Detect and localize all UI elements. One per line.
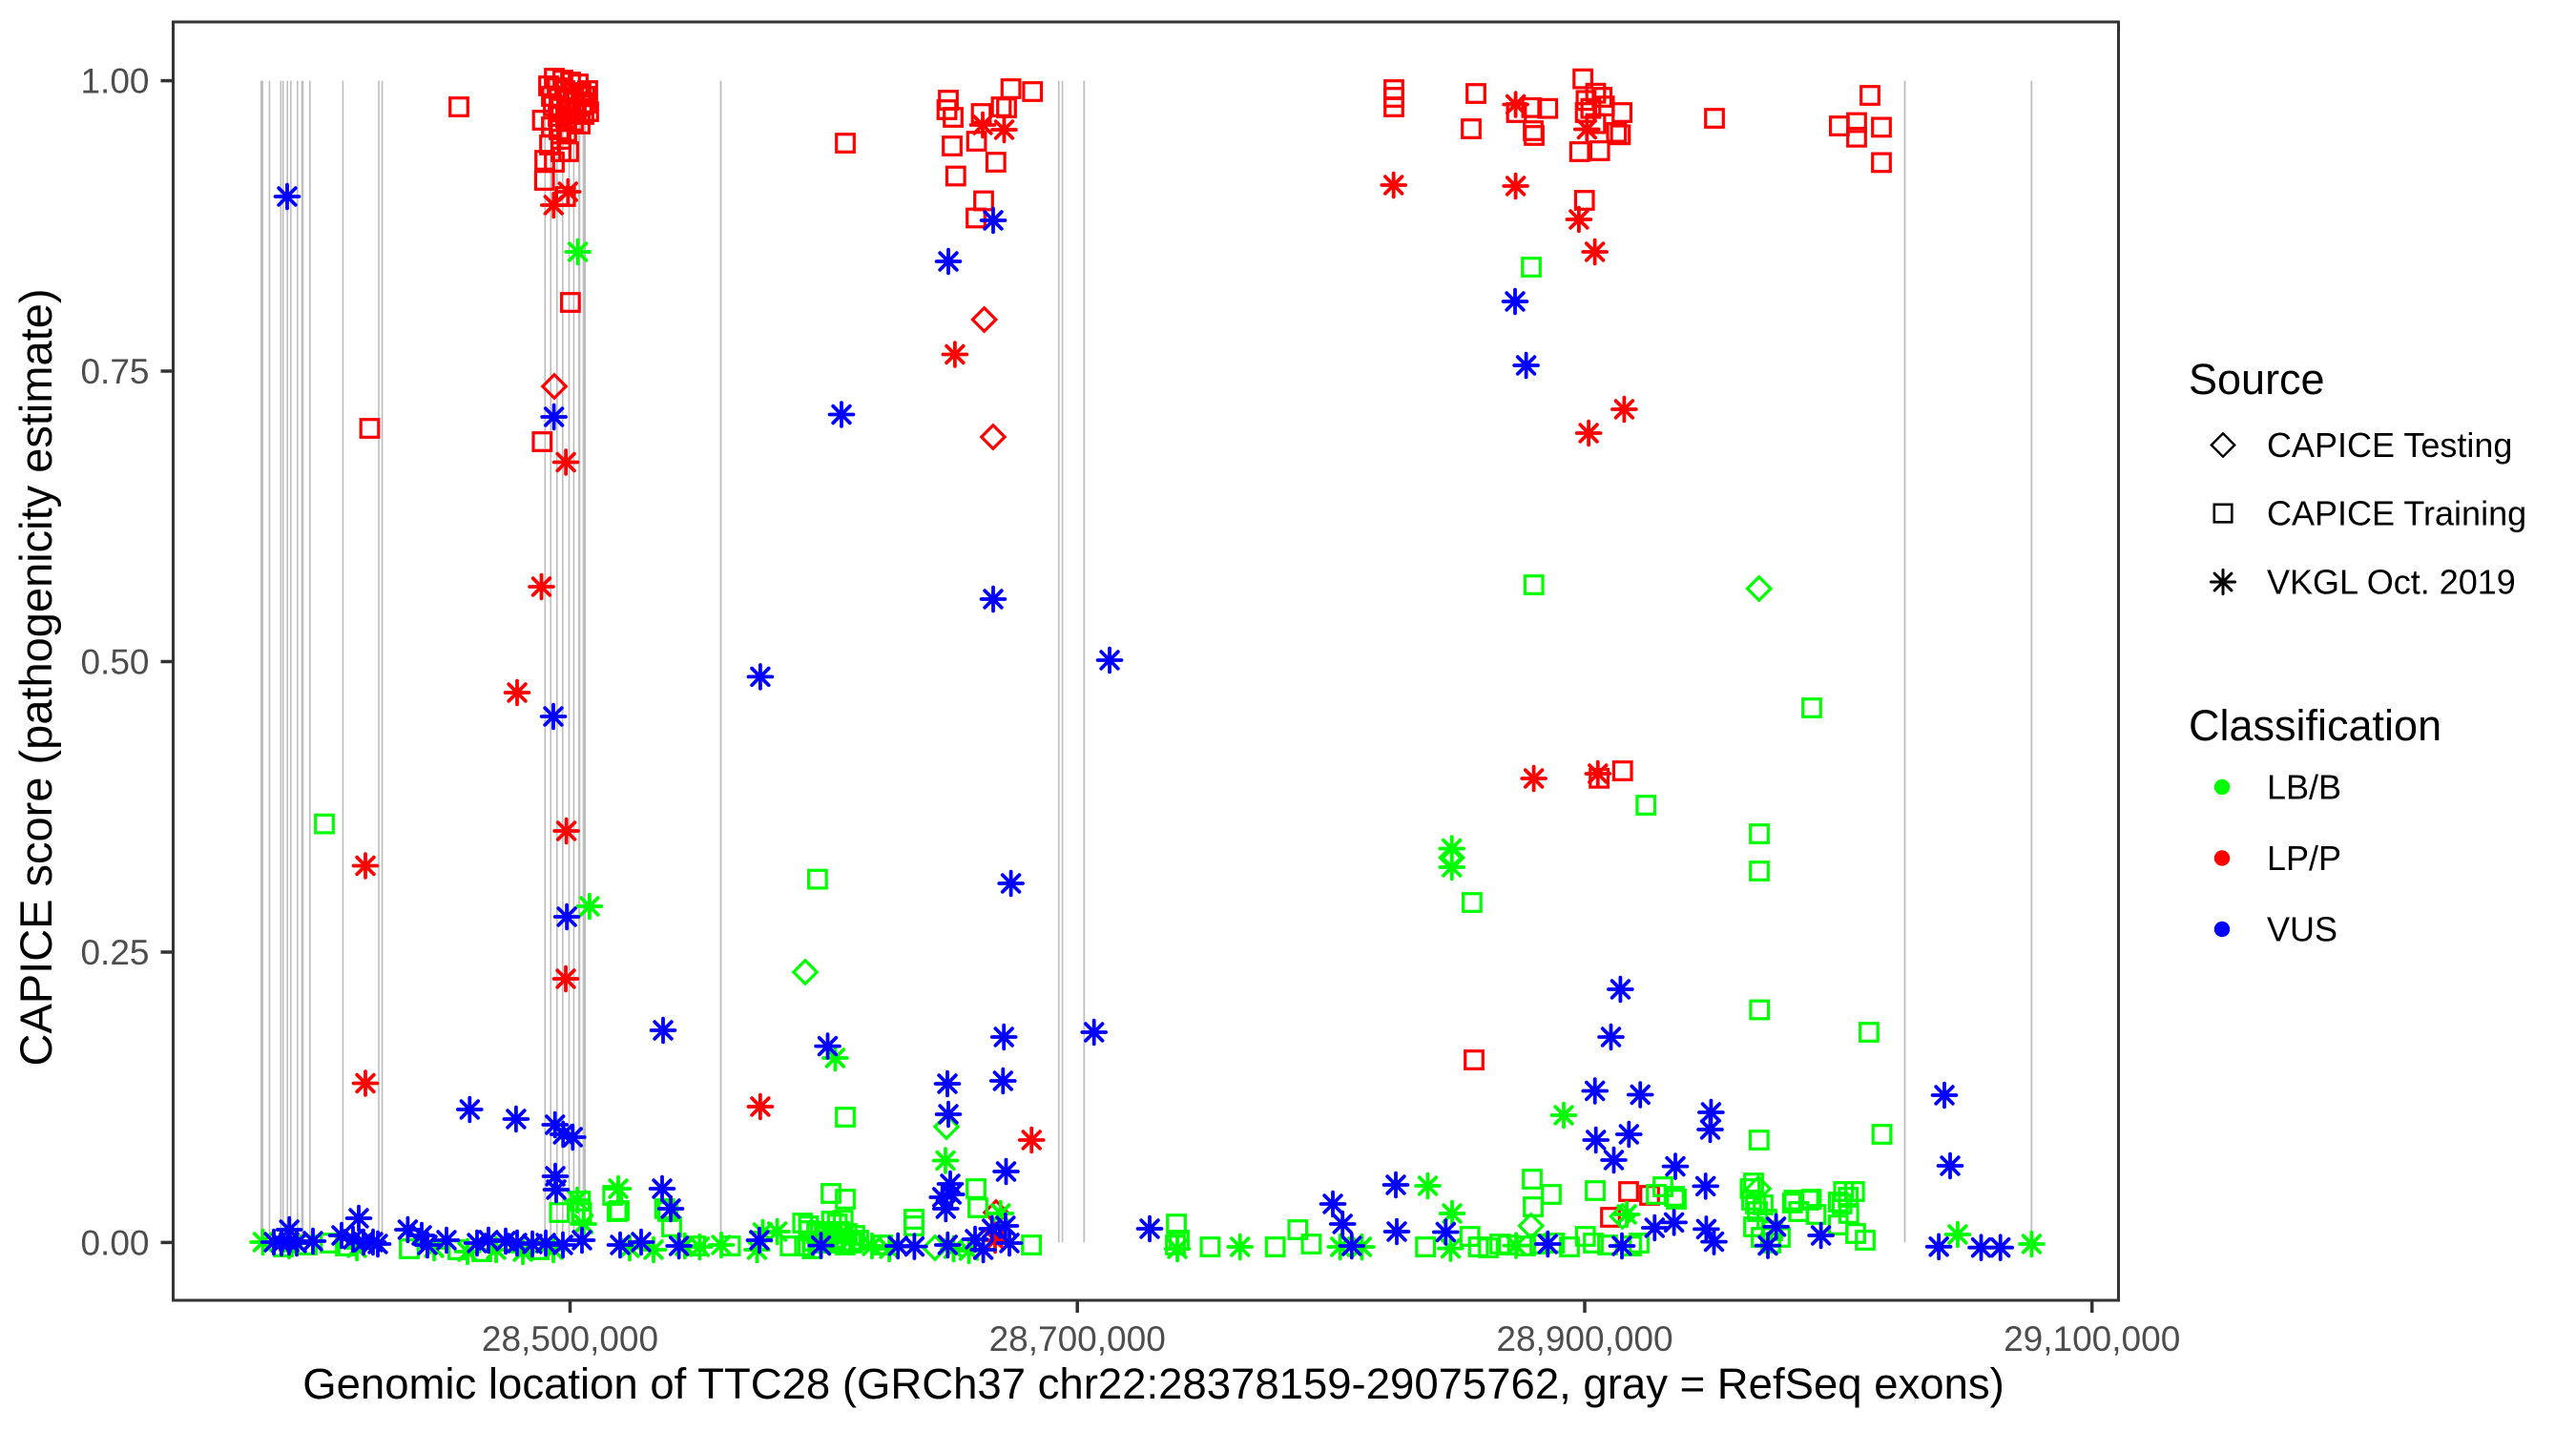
svg-text:1.00: 1.00 (80, 62, 149, 101)
svg-text:CAPICE Testing: CAPICE Testing (2267, 425, 2512, 465)
svg-text:Classification: Classification (2189, 701, 2441, 750)
svg-text:28,900,000: 28,900,000 (1496, 1319, 1672, 1358)
svg-text:CAPICE score (pathogenicity es: CAPICE score (pathogenicity estimate) (10, 289, 61, 1067)
svg-text:28,500,000: 28,500,000 (482, 1319, 658, 1358)
svg-text:0.25: 0.25 (80, 933, 149, 972)
svg-text:0.00: 0.00 (80, 1223, 149, 1262)
svg-text:VKGL Oct. 2019: VKGL Oct. 2019 (2267, 563, 2516, 602)
svg-text:0.50: 0.50 (80, 643, 149, 682)
svg-text:CAPICE Training: CAPICE Training (2267, 494, 2526, 533)
svg-text:Source: Source (2189, 355, 2325, 404)
svg-text:VUS: VUS (2267, 910, 2337, 949)
svg-text:LB/B: LB/B (2267, 768, 2341, 807)
svg-text:0.75: 0.75 (80, 352, 149, 391)
svg-text:29,100,000: 29,100,000 (2004, 1319, 2180, 1358)
svg-text:Genomic location of TTC28 (GRC: Genomic location of TTC28 (GRCh37 chr22:… (302, 1359, 2005, 1408)
svg-text:28,700,000: 28,700,000 (989, 1319, 1166, 1358)
svg-text:LP/P: LP/P (2267, 839, 2341, 878)
